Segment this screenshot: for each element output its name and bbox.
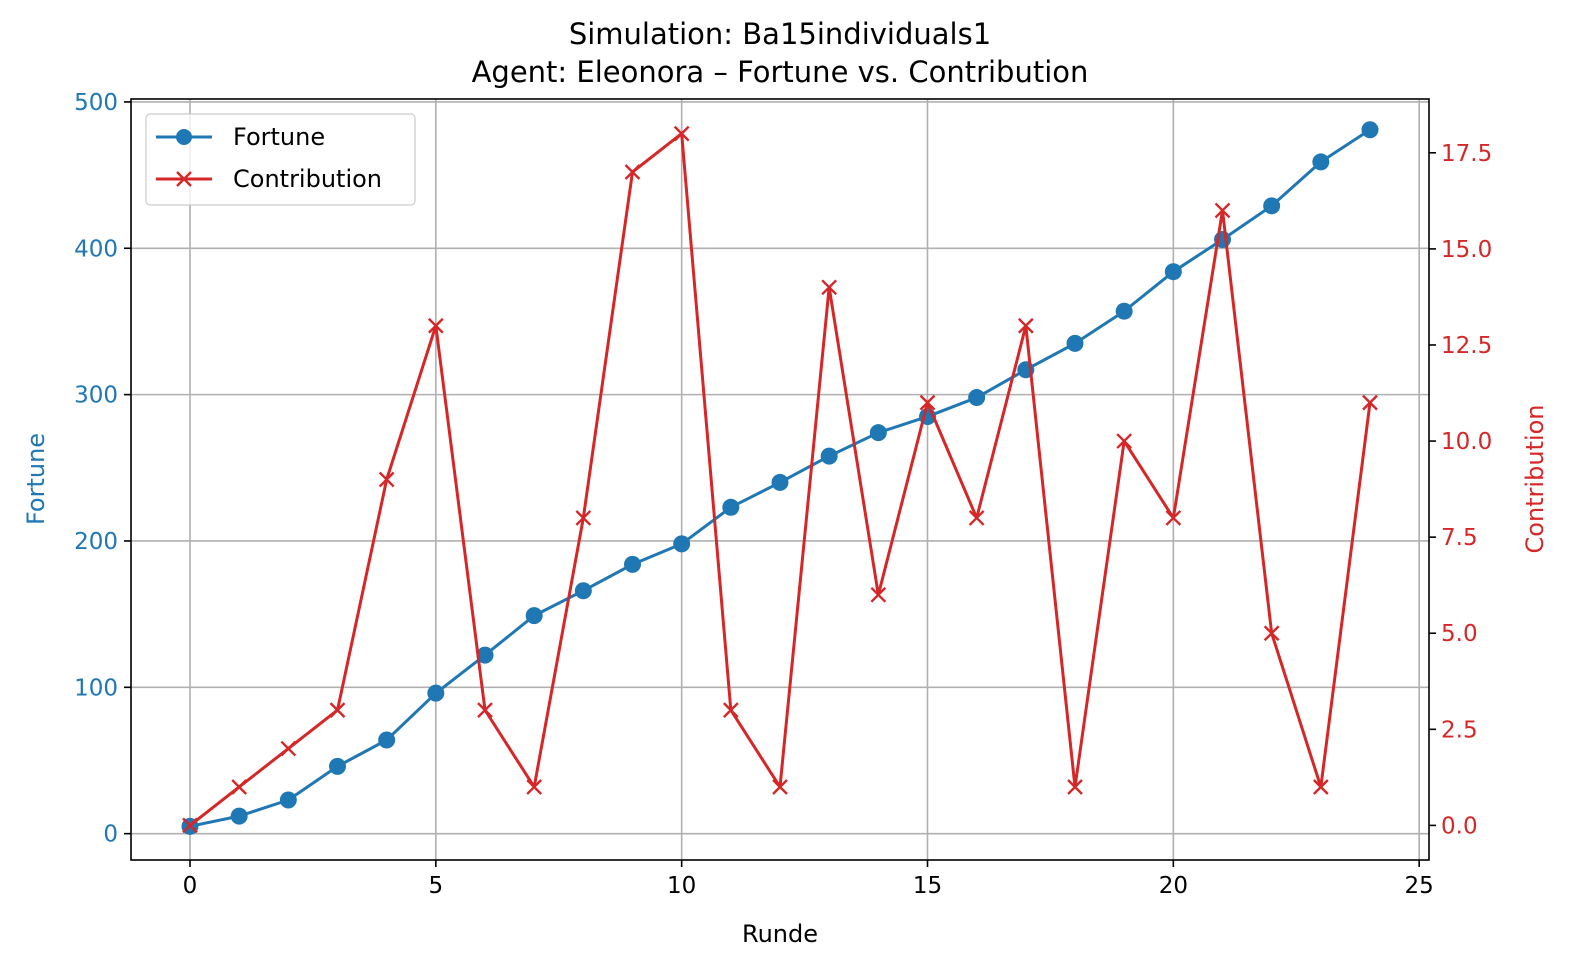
data-point-contribution xyxy=(1312,779,1329,795)
legend-label-contribution: Contribution xyxy=(233,165,382,193)
y-tick-label-left: 400 xyxy=(74,236,118,262)
x-axis: 0 5 10 15 20 25 xyxy=(183,860,1434,899)
data-point-fortune xyxy=(1361,121,1379,139)
data-point-fortune xyxy=(1164,263,1182,281)
y-tick-label-left: 100 xyxy=(74,675,118,701)
data-point-fortune xyxy=(771,473,789,491)
data-point-fortune xyxy=(427,684,445,702)
data-point-contribution xyxy=(1214,202,1231,219)
data-point-fortune xyxy=(525,607,543,625)
data-point-contribution xyxy=(1362,394,1378,411)
data-point-contribution xyxy=(378,471,395,488)
data-point-fortune xyxy=(1115,302,1133,320)
data-point-fortune xyxy=(1312,153,1330,171)
legend-marker-fortune xyxy=(176,129,192,145)
x-tick-label: 20 xyxy=(1159,873,1188,899)
legend-box xyxy=(145,113,416,206)
data-point-contribution xyxy=(1067,779,1083,795)
x-tick-label: 25 xyxy=(1405,873,1434,899)
y-tick-label-right: 2.5 xyxy=(1441,717,1478,743)
y-tick-label-right: 15.0 xyxy=(1441,237,1492,263)
y-tick-label-left: 300 xyxy=(74,383,118,409)
legend: Fortune Contribution xyxy=(145,113,416,206)
y-tick-label-right: 17.5 xyxy=(1441,141,1492,167)
plot-frame xyxy=(130,98,1430,861)
data-point-contribution xyxy=(182,817,198,834)
data-point-fortune xyxy=(673,535,691,553)
data-point-fortune xyxy=(869,424,887,442)
legend-label-fortune: Fortune xyxy=(233,123,325,151)
y-axis-right: 0.0 2.5 5.0 7.5 10.0 12.5 15.0 17.5 xyxy=(1429,141,1492,839)
data-point-fortune xyxy=(1263,197,1281,215)
data-point-contribution xyxy=(870,586,887,603)
y-tick-label-left: 200 xyxy=(74,529,118,555)
y-tick-label-right: 10.0 xyxy=(1441,429,1492,455)
y-tick-label-right: 12.5 xyxy=(1441,333,1492,359)
y-tick-label-left: 500 xyxy=(74,90,118,116)
data-point-fortune xyxy=(624,555,641,573)
x-tick-label: 0 xyxy=(183,873,198,899)
data-point-contribution xyxy=(821,279,838,296)
data-point-contribution xyxy=(1017,317,1034,334)
data-point-contribution xyxy=(624,164,641,180)
x-tick-label: 5 xyxy=(429,873,444,899)
x-axis-label: Runde xyxy=(742,920,818,948)
data-point-fortune xyxy=(722,498,740,516)
y-tick-label-right: 7.5 xyxy=(1441,525,1478,551)
data-point-fortune xyxy=(378,731,396,749)
x-tick-label: 10 xyxy=(667,873,696,899)
chart-title: Simulation: Ba15individuals1 xyxy=(569,17,991,51)
data-point-fortune xyxy=(820,447,838,465)
y-tick-label-left: 0 xyxy=(103,822,118,848)
data-point-contribution xyxy=(231,779,248,795)
y-tick-label-right: 5.0 xyxy=(1441,621,1478,647)
data-point-contribution xyxy=(1263,625,1280,642)
y-axis-left-label: Fortune xyxy=(22,433,50,525)
data-point-contribution xyxy=(772,779,788,795)
data-point-contribution xyxy=(427,317,444,334)
data-point-contribution xyxy=(1165,510,1182,526)
data-point-contribution xyxy=(968,510,985,526)
data-point-contribution xyxy=(329,702,346,718)
data-point-fortune xyxy=(329,757,346,775)
y-tick-label-right: 0.0 xyxy=(1441,813,1478,839)
data-point-contribution xyxy=(280,740,297,757)
x-tick-label: 15 xyxy=(913,873,942,899)
data-point-fortune xyxy=(230,807,248,825)
plot-area xyxy=(181,121,1379,835)
chart-subtitle: Agent: Eleonora – Fortune vs. Contributi… xyxy=(472,55,1089,89)
data-point-fortune xyxy=(968,389,986,407)
data-point-fortune xyxy=(574,582,592,600)
data-point-contribution xyxy=(477,702,493,718)
data-point-contribution xyxy=(919,394,936,411)
data-point-fortune xyxy=(476,646,494,664)
data-point-contribution xyxy=(526,779,543,795)
data-point-contribution xyxy=(1116,433,1133,449)
legend-marker-contribution xyxy=(176,171,192,187)
y-axis-left: 0 100 200 300 400 500 xyxy=(74,90,131,848)
data-point-contribution xyxy=(575,510,592,526)
data-point-contribution xyxy=(673,125,690,142)
data-point-contribution xyxy=(722,702,739,718)
data-point-fortune xyxy=(279,791,297,809)
grid xyxy=(131,99,1429,860)
y-axis-right-label: Contribution xyxy=(1521,404,1549,553)
data-point-fortune xyxy=(1066,334,1084,352)
